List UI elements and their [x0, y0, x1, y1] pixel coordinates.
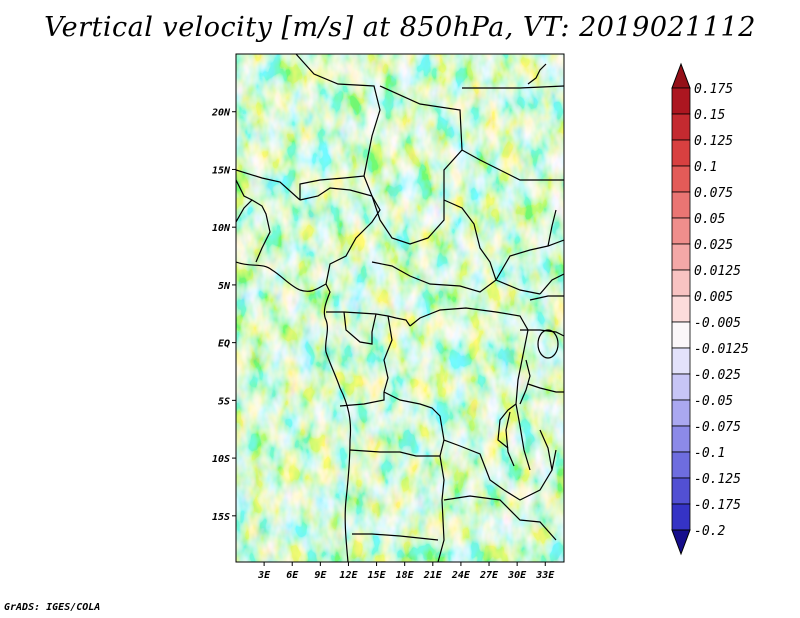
lon-tick-label: 3E: [257, 570, 271, 581]
colorbar-cell: [671, 87, 691, 115]
colorbar-top-arrow: [671, 62, 691, 89]
colorbar-label: 0.005: [694, 290, 733, 305]
longitude-axis: 3E 6E 9E 12E 15E 18E 21E 24E 27E 30E 33E: [257, 562, 555, 581]
lat-tick-label: 5N: [218, 281, 231, 292]
lat-tick-label: 10N: [212, 223, 231, 234]
colorbar-label: 0.05: [694, 212, 725, 227]
colorbar-cell: [671, 477, 691, 505]
colorbar-label: 0.15: [694, 108, 725, 123]
lon-tick-label: 9E: [314, 570, 327, 581]
colorbar-cell: [671, 217, 691, 245]
lon-tick-label: 24E: [451, 570, 471, 581]
colorbar-label: -0.175: [694, 498, 741, 513]
colorbar-bottom-arrow: [671, 529, 691, 556]
country-borders: [236, 54, 564, 562]
colorbar-label: 0.0125: [694, 264, 741, 279]
lat-tick-label: 20N: [211, 108, 231, 119]
velocity-field: [236, 54, 564, 562]
colorbar-cell: [671, 451, 691, 479]
colorbar-label: -0.125: [694, 472, 741, 487]
colorbar-cell: [671, 139, 691, 167]
colorbar-label: -0.05: [694, 394, 733, 409]
lat-tick-label: 15S: [212, 512, 230, 523]
map-frame: [235, 53, 565, 563]
colorbar-label: -0.075: [694, 420, 741, 435]
colorbar-cell: [671, 503, 691, 531]
lon-tick-label: 27E: [479, 570, 499, 581]
lat-tick-label: 15N: [212, 165, 231, 176]
lat-tick-label: EQ: [218, 339, 230, 350]
colorbar-cell: [671, 243, 691, 271]
colorbar-cell: [671, 373, 691, 401]
map-title: Vertical velocity [m/s] at 850hPa, VT: 2…: [44, 12, 756, 43]
colorbar-label: 0.125: [694, 134, 733, 149]
colorbar-cell: [671, 425, 691, 453]
colorbar-cell: [671, 295, 691, 323]
colorbar-cell: [671, 191, 691, 219]
lon-tick-label: 21E: [423, 570, 443, 581]
lat-tick-label: 5S: [218, 396, 230, 407]
colorbar-label: 0.025: [694, 238, 733, 253]
colorbar-cell: [671, 165, 691, 193]
colorbar-cell: [671, 113, 691, 141]
lon-tick-label: 15E: [368, 570, 387, 581]
lon-tick-label: 6E: [286, 570, 299, 581]
colorbar-label: 0.075: [694, 186, 733, 201]
colorbar-label: -0.005: [694, 316, 741, 331]
latitude-axis: 20N 15N 10N 5N EQ 5S 10S 15S: [211, 108, 236, 523]
colorbar-label: -0.2: [694, 524, 725, 539]
colorbar-cell: [671, 399, 691, 427]
colorbar-label: -0.1: [694, 446, 725, 461]
colorbar: 0.175 0.15 0.125 0.1 0.075 0.05 0.025 0.0125 0.0…: [671, 62, 749, 556]
colorbar-label: -0.0125: [694, 342, 749, 357]
lon-tick-label: 33E: [535, 570, 555, 581]
colorbar-label: 0.175: [694, 82, 733, 97]
colorbar-label: -0.025: [694, 368, 741, 383]
colorbar-cell: [671, 269, 691, 297]
colorbar-cell: [671, 321, 691, 349]
lon-tick-label: 18E: [396, 570, 415, 581]
lon-tick-label: 12E: [339, 570, 358, 581]
colorbar-cell: [671, 347, 691, 375]
lat-tick-label: 10S: [212, 454, 230, 465]
lon-tick-label: 30E: [507, 570, 527, 581]
colorbar-label: 0.1: [694, 160, 717, 175]
credit-text: GrADS: IGES/COLA: [4, 602, 101, 613]
